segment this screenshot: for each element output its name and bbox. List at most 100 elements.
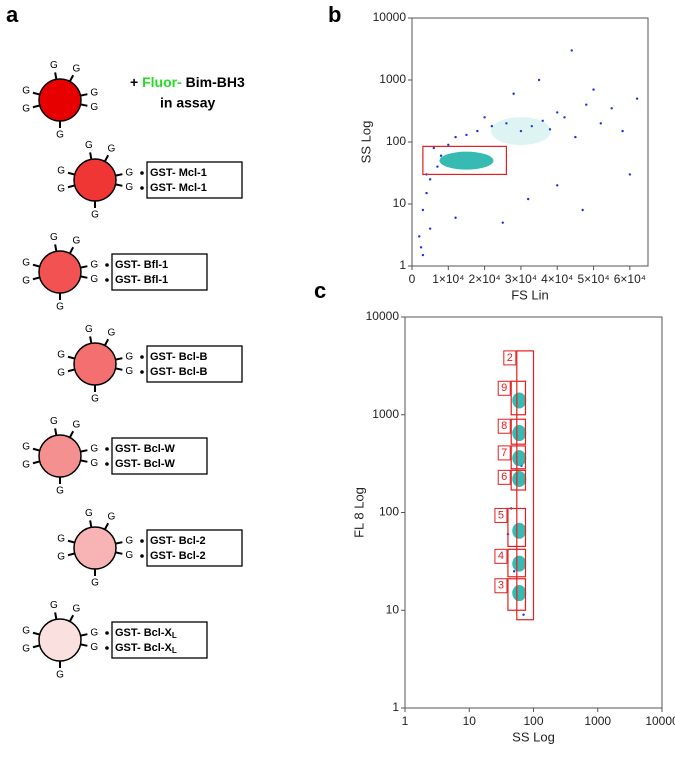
bullet — [105, 646, 109, 650]
bead-tag-line — [115, 357, 123, 361]
bead-tag-line — [80, 633, 88, 637]
bullet — [140, 539, 144, 543]
bead-tag: G — [91, 394, 99, 405]
bead-label: GST- Bcl-XL — [115, 627, 177, 640]
bead-tag-line — [54, 72, 58, 80]
bead-label: GST- Bfl-1 — [115, 274, 168, 286]
bead-tag-line — [67, 171, 75, 176]
point — [610, 107, 613, 110]
point — [418, 235, 421, 238]
label-box — [111, 437, 208, 475]
label-text: GST- Mcl-1 — [150, 182, 207, 194]
bead-tag: G — [22, 442, 30, 453]
point — [512, 92, 515, 95]
bead-tag-line — [67, 368, 75, 373]
label-box — [146, 345, 243, 383]
bullet — [140, 554, 144, 558]
y-tick-label: 1000 — [379, 72, 406, 86]
point — [556, 111, 559, 114]
bead-tag: G — [73, 604, 81, 615]
point — [428, 178, 432, 181]
bead-label: GST- Bcl-W — [115, 443, 176, 455]
point — [465, 133, 468, 137]
bead-tag: G — [22, 86, 30, 97]
y-axis-label: SS Log — [358, 121, 373, 164]
label-sub: L — [172, 646, 177, 655]
bead-tag: G — [125, 550, 133, 561]
panel-letter: c — [314, 278, 326, 303]
bead-label: GST- Bcl-W — [115, 458, 176, 470]
bead-tag: G — [85, 324, 93, 335]
bead-tag: G — [90, 274, 98, 285]
bead-tag: G — [22, 460, 30, 471]
bead-tag-line — [115, 551, 123, 555]
bead-label: GST- Bfl-1 — [115, 259, 168, 271]
bead-tag: G — [22, 104, 30, 115]
bead-tag: G — [91, 210, 99, 221]
x-tick-label: 1000 — [584, 714, 611, 728]
bead-tag: G — [57, 534, 65, 545]
gate — [510, 445, 527, 470]
y-tick-label: 100 — [379, 505, 399, 519]
bead-tag-line — [54, 612, 58, 620]
x-tick-label: 4×10⁴ — [541, 272, 573, 286]
x-tick-label: 10000 — [645, 714, 675, 728]
bead-tag: G — [85, 508, 93, 519]
bullet — [105, 278, 109, 282]
gate-label: 3 — [498, 580, 504, 592]
bead-tag: G — [22, 276, 30, 287]
bead-tag-line — [67, 355, 75, 360]
gate-label: 2 — [507, 352, 513, 364]
bead-tag-line — [80, 103, 88, 107]
bead-tag: G — [50, 416, 58, 427]
point — [501, 221, 504, 224]
point — [439, 154, 443, 157]
bead-tag-line — [80, 643, 88, 647]
bead-label: GST- Bcl-2 — [150, 535, 206, 547]
bead-tag: G — [56, 486, 64, 497]
bead-tag-line — [80, 449, 88, 453]
y-tick-label: 1000 — [372, 407, 399, 421]
cluster — [512, 522, 527, 539]
bead-tag-line — [80, 265, 88, 269]
bead-tag: G — [125, 182, 133, 193]
gate-label-box — [497, 380, 511, 396]
bead-tag-line — [68, 246, 75, 254]
bead-tag-line — [67, 552, 75, 557]
x-tick-label: 2×10⁴ — [469, 272, 501, 286]
bead-label: GST- Bcl-XL — [115, 642, 177, 655]
bead-tag-line — [67, 184, 75, 189]
y-tick-label: 10 — [393, 196, 407, 210]
label-text: GST- Bfl-1 — [115, 259, 168, 271]
bead-tag: G — [125, 351, 133, 362]
x-axis-label: SS Log — [512, 729, 555, 744]
point — [490, 124, 494, 128]
bead-tag-line — [32, 91, 40, 96]
x-axis-label: FS Lin — [511, 287, 549, 302]
x-tick-label: 6×10⁴ — [614, 272, 646, 286]
bead-tag-line — [32, 460, 40, 465]
fluor: Fluor- — [142, 74, 182, 90]
bead-label: GST- Bcl-B — [150, 366, 208, 378]
bead-tag-line — [89, 336, 93, 344]
bead-label: GST- Mcl-1 — [150, 182, 207, 194]
bead — [73, 526, 117, 570]
bead-tag: G — [90, 642, 98, 653]
assay-text: + Fluor- Bim-BH3 — [130, 74, 245, 90]
bead — [38, 434, 82, 478]
bead-tag: G — [125, 167, 133, 178]
bullet — [105, 263, 109, 267]
point — [432, 146, 435, 150]
x-tick-label: 1×10⁴ — [432, 272, 464, 286]
bullet — [140, 186, 144, 190]
bullet — [140, 171, 144, 175]
bead-tag-line — [115, 173, 123, 177]
bead-tag: G — [22, 626, 30, 637]
point — [505, 122, 508, 125]
x-tick-label: 3×10⁴ — [505, 272, 537, 286]
y-tick-label: 1 — [392, 700, 399, 714]
label-text: GST- Bcl-B — [150, 351, 208, 363]
point — [574, 135, 577, 139]
bead-tag: G — [125, 366, 133, 377]
